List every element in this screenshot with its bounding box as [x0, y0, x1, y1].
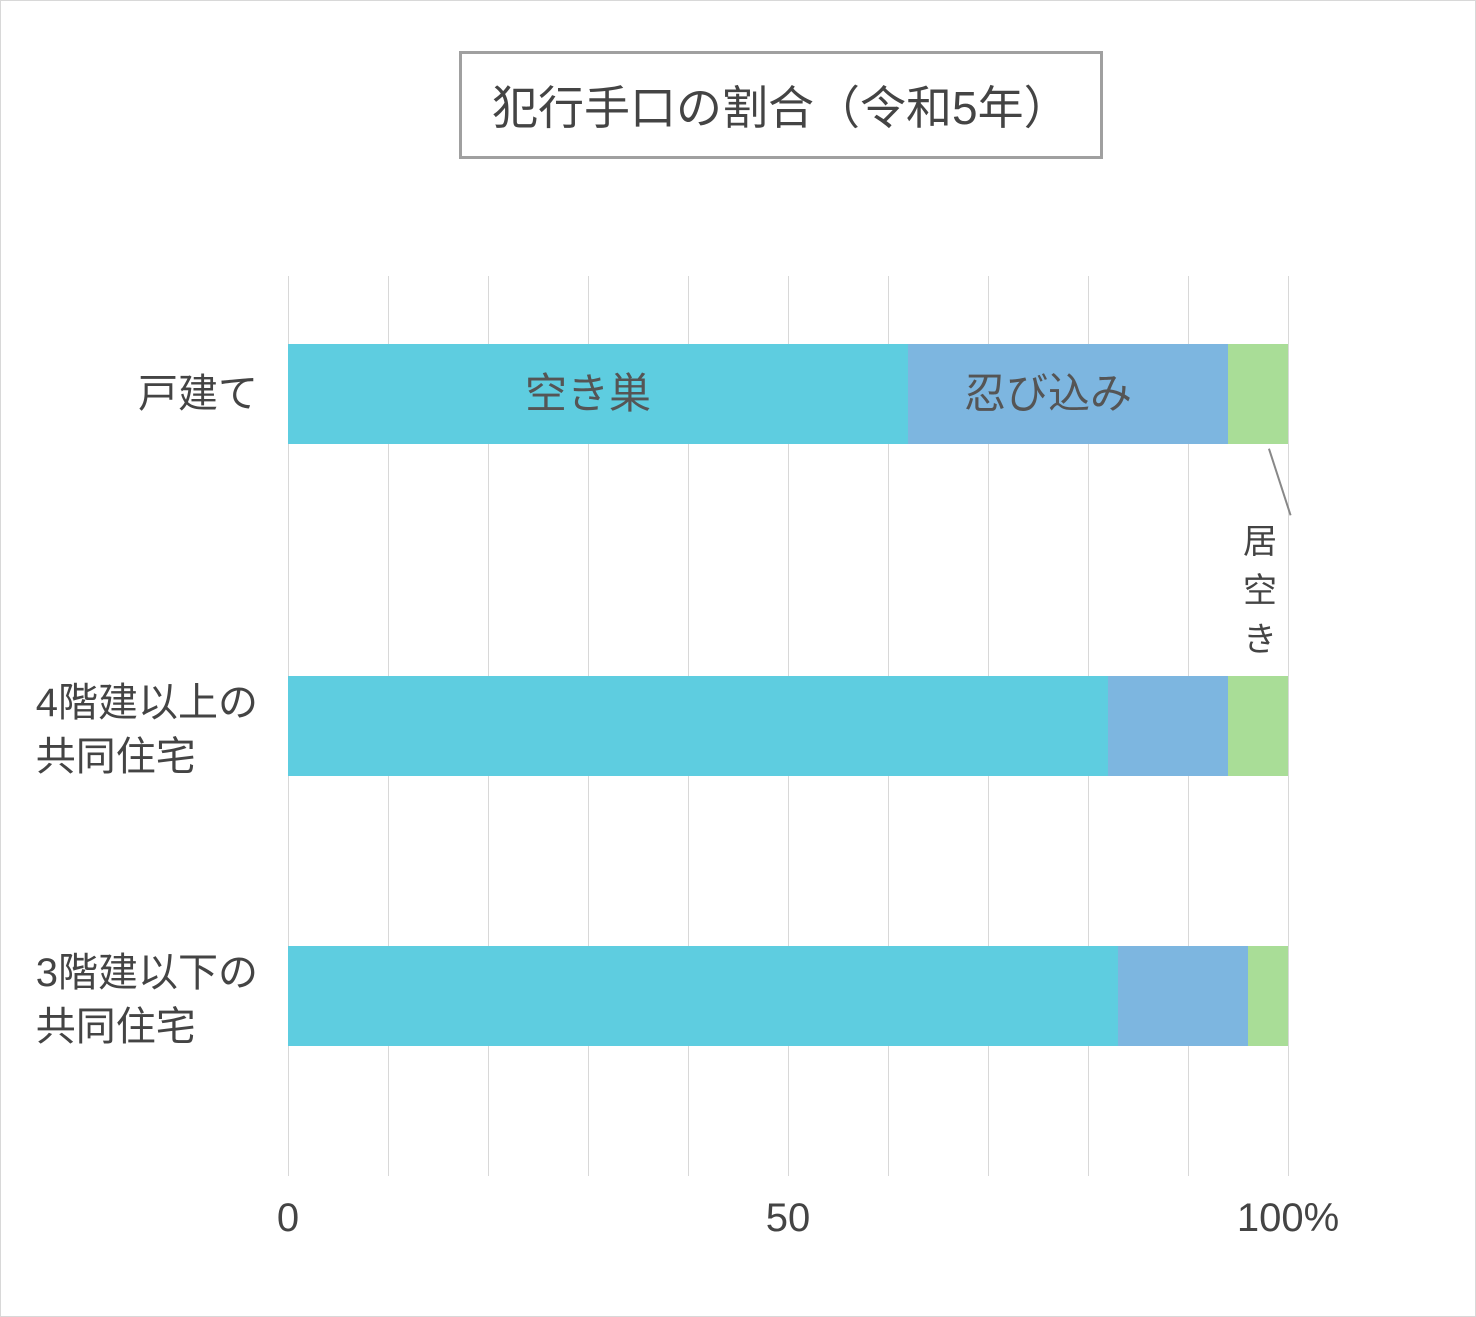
bar-row-1: 空き巣 忍び込み: [288, 344, 1288, 444]
bar-segment-akisu: [288, 676, 1108, 776]
series-label-shinobikomi: 忍び込み: [948, 344, 1148, 444]
category-label-line2: 共同住宅: [36, 1005, 196, 1049]
category-label-text: 戸建て: [138, 372, 258, 416]
bar-segment-iaki: [1248, 946, 1288, 1046]
category-label-line2: 共同住宅: [36, 735, 196, 779]
bar-segment-iaki: [1228, 344, 1288, 444]
callout-label-iaki: 居空き: [1243, 514, 1288, 661]
bar-segment-shinobikomi: [1108, 676, 1228, 776]
category-label-line1: 3階建以下の: [36, 951, 258, 995]
category-label-3: 3階建以下の 共同住宅: [36, 946, 258, 1054]
x-tick-100: 100%: [1237, 1196, 1339, 1241]
chart-title: 犯行手口の割合（令和5年）: [459, 51, 1103, 159]
category-label-line1: 4階建以上の: [36, 681, 258, 725]
x-tick-0: 0: [277, 1196, 299, 1241]
gridline: [1288, 276, 1289, 1176]
bar-segment-shinobikomi: [1118, 946, 1248, 1046]
bar-row-3: [288, 946, 1288, 1046]
bar-segment-akisu: [288, 946, 1118, 1046]
bar-row-2: [288, 676, 1288, 776]
category-label-1: 戸建て: [138, 344, 258, 444]
series-label-akisu: 空き巣: [488, 344, 688, 444]
x-tick-50: 50: [766, 1196, 811, 1241]
plot-area: 空き巣 忍び込み 戸建て 居空き 4階建以上の 共同住宅 3階建以下の 共同住宅: [288, 276, 1288, 1176]
category-label-2: 4階建以上の 共同住宅: [36, 676, 258, 784]
bar-segment-iaki: [1228, 676, 1288, 776]
chart-container: 犯行手口の割合（令和5年） 空き巣 忍び込み 戸建て 居空き: [0, 0, 1476, 1317]
